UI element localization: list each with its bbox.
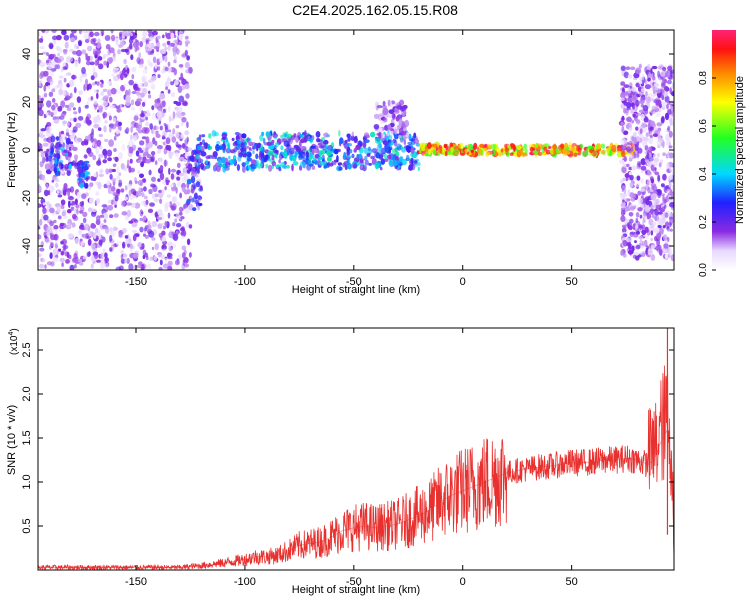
spectrogram-region [38, 30, 193, 270]
spectrogram-region [46, 135, 73, 177]
colorbar-axes: 0.0 0.2 0.4 0.6 0.8 [698, 71, 716, 277]
colorbar-tick-label: 0.8 [698, 71, 709, 85]
colorbar [712, 30, 736, 270]
snr-ytick-label: 1.5 [21, 430, 33, 445]
spectrogram-region [195, 129, 421, 173]
spectrogram-region [186, 148, 204, 212]
spectrogram-ytick-label: 40 [21, 48, 33, 60]
spectrogram-region [416, 141, 636, 159]
spectrogram-xtick-label: -150 [125, 276, 147, 288]
snr-multiplier: (x104) [8, 328, 20, 355]
spectrogram-xtick-label: -100 [234, 276, 256, 288]
snr-trace [38, 365, 674, 570]
spectrogram-ytick-label: -40 [21, 238, 33, 254]
snr-xtick-label: -150 [125, 576, 147, 588]
spectrogram-ytick-label: 20 [21, 96, 33, 108]
spectrogram-region [373, 99, 410, 140]
snr-ylabel: SNR (10 * v/v) [6, 405, 18, 475]
snr-xtick-label: -50 [346, 576, 362, 588]
snr-ytick-label: 2.5 [21, 342, 33, 357]
colorbar-label: Normalized spectral amplitude [734, 76, 746, 224]
snr-ytick-label: 2.0 [21, 386, 33, 401]
spectrogram-region [618, 63, 674, 262]
spectrogram-ytick-label: -20 [21, 190, 33, 206]
spectrogram-xlabel: Height of straight line (km) [292, 284, 420, 296]
colorbar-tick-label: 0.6 [698, 119, 709, 133]
spectrogram-axes: -150 -100 -50 0 50 -40 -20 0 20 40 [21, 30, 674, 288]
snr-ytick-label: 0.5 [21, 518, 33, 533]
spectrogram-xtick-label: 0 [460, 276, 466, 288]
colorbar-tick-label: 0.0 [698, 263, 709, 277]
spectrogram-ylabel: Frequency (Hz) [6, 112, 18, 188]
spectrogram-marks [38, 30, 674, 270]
spectrogram-xtick-label: -50 [346, 276, 362, 288]
snr-frame [37, 327, 675, 571]
colorbar-tick-label: 0.2 [698, 215, 709, 229]
spectrogram-region [76, 159, 91, 189]
snr-xtick-label: -100 [234, 576, 256, 588]
snr-envelope [38, 428, 674, 568]
snr-marks [38, 328, 674, 570]
snr-ytick-label: 1.0 [21, 474, 33, 489]
snr-xlabel: Height of straight line (km) [292, 584, 420, 596]
snr-axes: -150 -100 -50 0 50 0.5 1.0 1.5 2.0 2.5 [21, 328, 674, 588]
spectrogram-ytick-label: 0 [21, 147, 33, 153]
figure-title: C2E4.2025.162.05.15.R08 [292, 2, 458, 18]
spectrogram-xtick-label: 50 [566, 276, 578, 288]
colorbar-tick-label: 0.4 [698, 167, 709, 181]
snr-xtick-label: 50 [566, 576, 578, 588]
snr-xtick-label: 0 [460, 576, 466, 588]
